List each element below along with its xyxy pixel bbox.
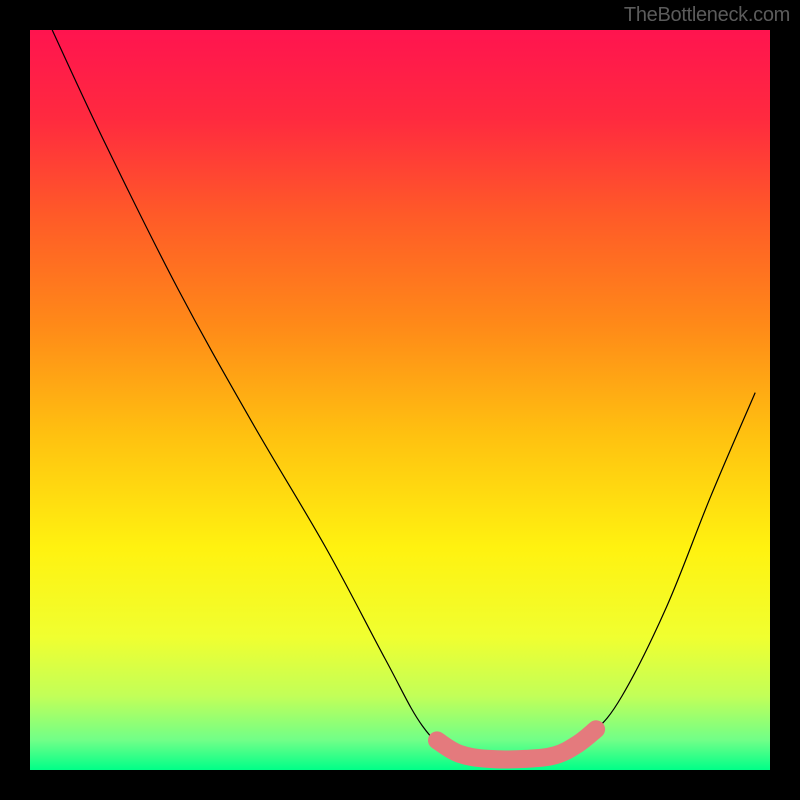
- chart-svg: [30, 30, 770, 770]
- watermark-text: TheBottleneck.com: [624, 4, 790, 27]
- chart-container: TheBottleneck.com: [0, 0, 800, 800]
- chart-background: [30, 30, 770, 770]
